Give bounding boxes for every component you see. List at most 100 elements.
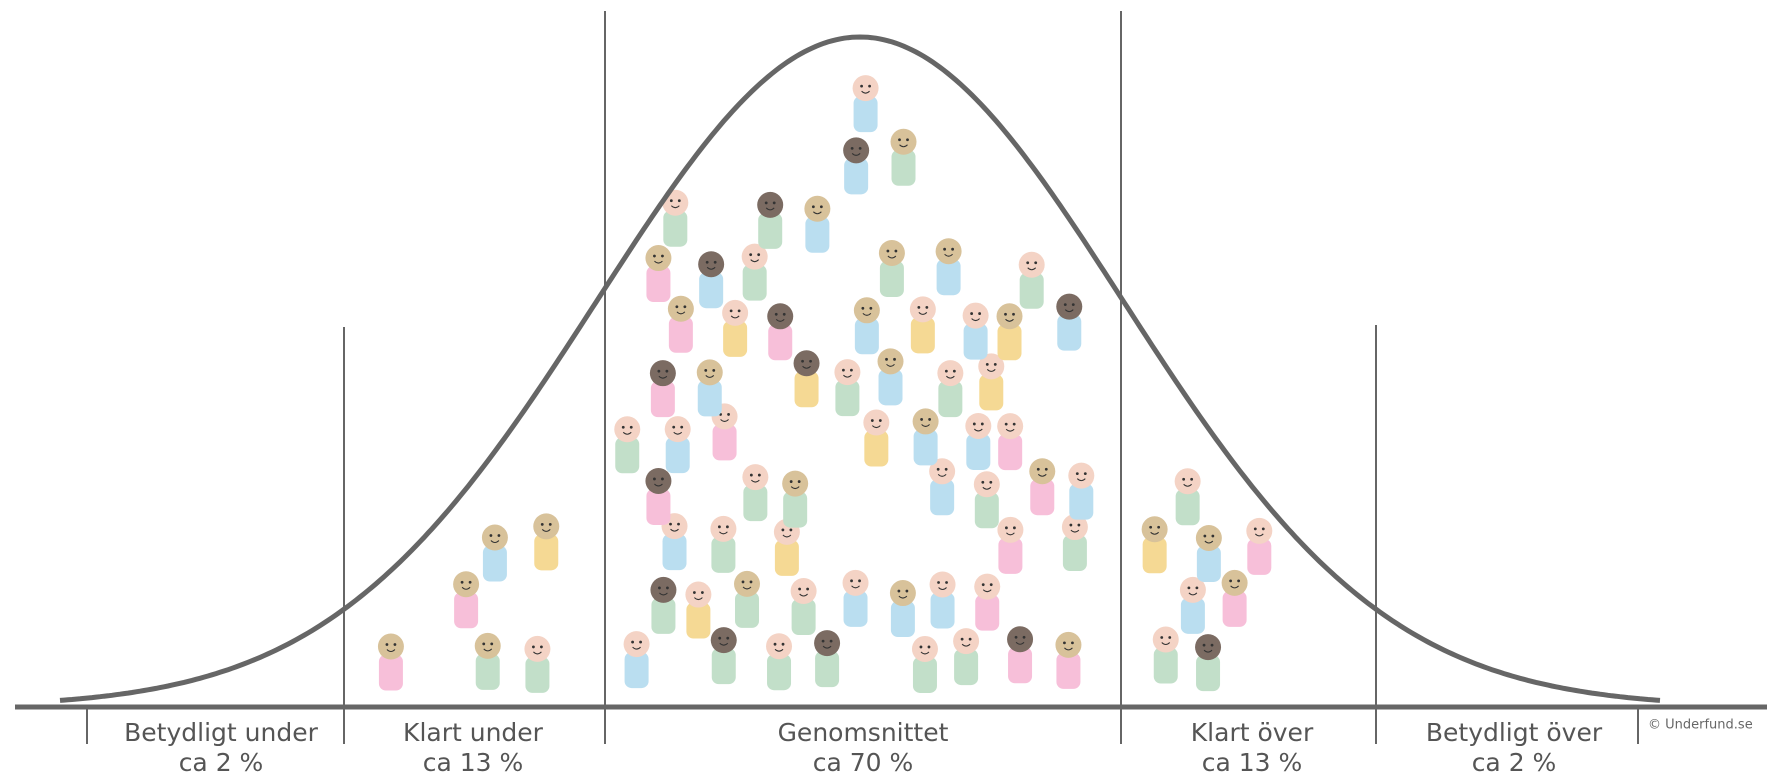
person-body — [815, 651, 840, 688]
person-smile — [918, 311, 928, 315]
person — [1007, 626, 1034, 684]
person-eye — [897, 589, 901, 593]
credit: © Underfund.se — [1648, 718, 1753, 733]
person-smile — [461, 586, 471, 590]
person-eye — [811, 205, 815, 209]
person-body — [646, 488, 671, 525]
person-body — [938, 381, 963, 418]
segment-label: Betydligt under — [124, 718, 318, 747]
person-smile — [898, 595, 908, 599]
person-eye — [858, 579, 861, 583]
person-head — [793, 350, 820, 377]
person-eye — [1004, 422, 1008, 426]
person-head — [1029, 458, 1056, 485]
person-body — [954, 649, 979, 686]
person-body — [686, 602, 711, 639]
person-body — [624, 652, 649, 689]
person-eye — [944, 369, 948, 373]
person-eye — [1160, 636, 1164, 639]
person — [722, 299, 749, 357]
person-head — [890, 128, 917, 155]
person-eye — [789, 480, 793, 483]
person-head — [767, 303, 794, 330]
person-eye — [661, 254, 664, 258]
person-eye — [1202, 643, 1206, 647]
person-head — [863, 409, 890, 436]
person-smile — [1005, 318, 1014, 322]
person-eye — [680, 425, 684, 429]
person-body — [1008, 647, 1033, 684]
person-eye — [482, 642, 486, 646]
person-body — [475, 653, 500, 690]
person-smile — [719, 642, 729, 646]
person-smile — [1183, 483, 1192, 487]
person-eye — [669, 199, 673, 203]
person-smile — [1188, 592, 1198, 596]
person-body — [662, 534, 687, 571]
person-smile — [1230, 585, 1239, 589]
person-smile — [1015, 641, 1025, 645]
person-head — [1246, 517, 1273, 544]
person-smile — [659, 592, 668, 596]
person-eye — [672, 425, 676, 429]
person-head — [474, 632, 501, 659]
person-body — [1196, 545, 1221, 582]
person-eye — [718, 636, 722, 640]
person-eye — [629, 425, 633, 429]
person-eye — [951, 247, 955, 251]
person — [853, 297, 880, 355]
person-eye — [925, 305, 929, 309]
person-body — [711, 648, 736, 685]
person — [790, 577, 817, 635]
person — [912, 408, 939, 466]
segment-share: ca 2 % — [179, 748, 264, 777]
person — [742, 464, 769, 522]
person-eye — [661, 477, 664, 481]
person-eye — [781, 528, 785, 532]
person-head — [742, 464, 769, 491]
person-smile — [937, 473, 947, 477]
person-body — [835, 380, 860, 417]
person-smile — [973, 428, 983, 432]
person-eye — [1075, 472, 1079, 476]
person-smile — [654, 483, 663, 487]
person-head — [1141, 516, 1168, 543]
person-smile — [822, 645, 832, 649]
person-smile — [920, 651, 930, 655]
person-head — [782, 470, 809, 497]
person-eye — [1026, 261, 1030, 265]
person-eye — [1036, 467, 1040, 471]
person-head — [852, 75, 879, 102]
person-eye — [1012, 422, 1016, 426]
person-eye — [653, 254, 656, 258]
person-eye — [905, 589, 909, 593]
person-eye — [917, 305, 921, 309]
person-eye — [548, 522, 552, 526]
person-body — [890, 601, 915, 638]
person-eye — [970, 312, 974, 315]
person-eye — [801, 359, 804, 363]
person-smile — [774, 648, 784, 652]
person — [842, 569, 869, 627]
person-head — [650, 576, 677, 603]
person-eye — [829, 639, 833, 643]
person-head — [710, 515, 737, 542]
person-eye — [773, 642, 777, 646]
person-body — [912, 656, 937, 693]
person-eye — [653, 477, 656, 481]
person-eye — [1083, 472, 1087, 476]
person-smile — [1203, 649, 1213, 653]
person — [929, 458, 956, 516]
person — [1018, 251, 1045, 309]
person-smile — [483, 648, 493, 652]
person-body — [891, 149, 916, 186]
person-body — [844, 158, 869, 195]
person-eye — [639, 640, 642, 644]
person-eye — [858, 146, 862, 150]
person-body — [758, 212, 783, 249]
person — [453, 571, 480, 629]
person-body — [853, 96, 878, 133]
person-head — [929, 458, 956, 485]
person-eye — [972, 422, 976, 426]
person-smile — [1064, 647, 1073, 651]
